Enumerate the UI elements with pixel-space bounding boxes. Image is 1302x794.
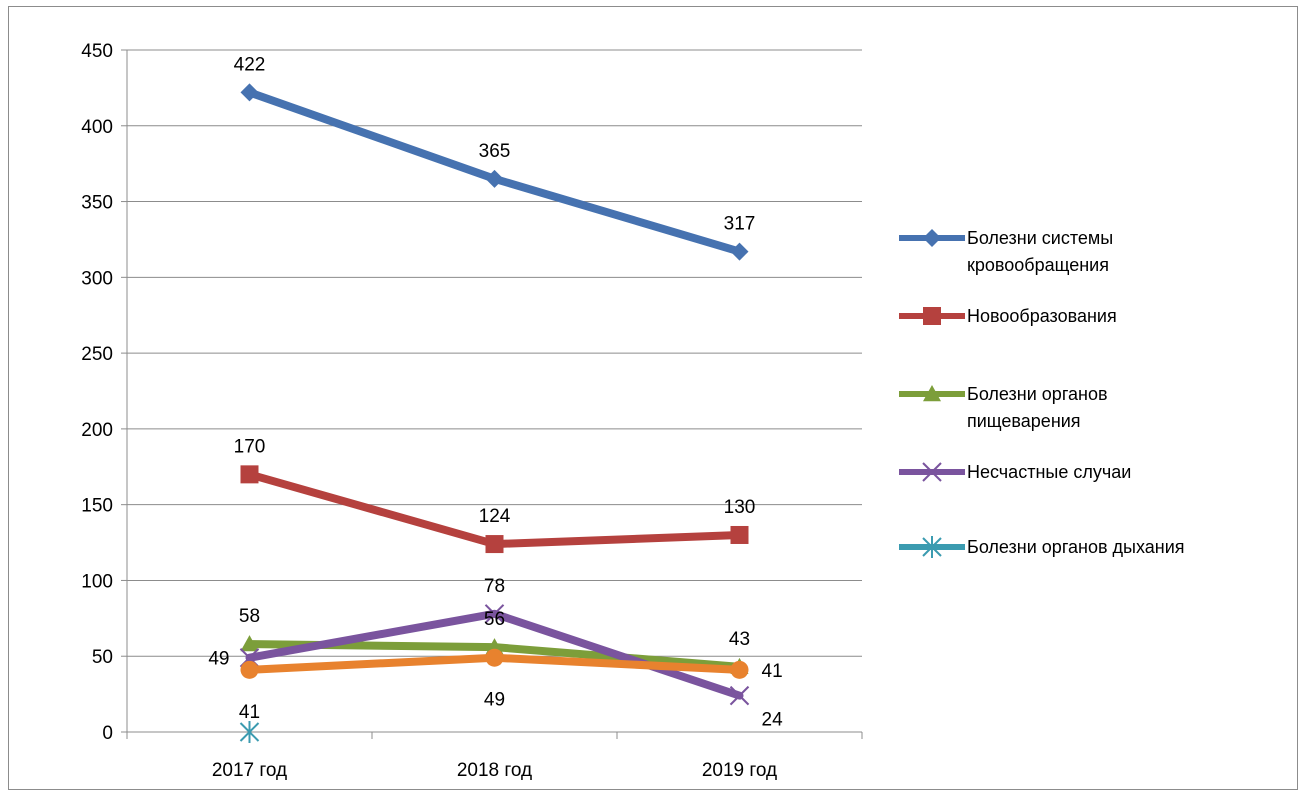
data-point (485, 169, 504, 188)
x-tick-label: 2017 год (212, 760, 287, 781)
chart-frame: 0 50 100 150 200 250 300 350 400 450 2017 год 2018 … (8, 6, 1298, 790)
data-point (729, 685, 750, 706)
y-tick-label: 100 (81, 571, 113, 592)
x-tick-label: 2018 год (457, 760, 532, 781)
data-point (240, 465, 259, 484)
data-point (730, 242, 749, 261)
y-tick-label: 200 (81, 420, 113, 441)
legend-swatch-marker (923, 229, 941, 247)
y-tick-label: 250 (81, 344, 113, 365)
legend-swatch-marker (922, 536, 942, 558)
legend-label: кровообращения (967, 255, 1109, 275)
y-tick-label: 400 (81, 117, 113, 138)
legend-label: Болезни органов дыхания (967, 537, 1185, 557)
legend-swatch-marker (923, 307, 941, 325)
data-point (239, 721, 260, 743)
y-tick-label: 0 (102, 723, 113, 744)
legend-swatch-marker (923, 385, 941, 402)
y-tick-label: 300 (81, 268, 113, 289)
data-label: 58 (239, 606, 260, 627)
legend: Болезни системы кровообращения Новообразов… (899, 228, 1185, 558)
series-lines (239, 83, 750, 743)
data-label: 422 (234, 54, 266, 75)
y-tick-label: 150 (81, 496, 113, 517)
x-tick-label: 2019 год (702, 760, 777, 781)
data-point (240, 660, 259, 679)
data-label: 49 (208, 649, 229, 670)
data-label: 365 (479, 141, 511, 162)
legend-swatch-marker (922, 462, 942, 482)
data-label: 24 (762, 710, 784, 731)
axes: 0 50 100 150 200 250 300 350 400 450 2017 год 2018 … (81, 41, 863, 781)
data-label: 78 (484, 576, 505, 597)
data-label: 170 (234, 436, 266, 457)
data-point (240, 83, 259, 102)
data-point (730, 525, 749, 544)
marker-stroke (922, 462, 942, 482)
marker-stroke (729, 685, 750, 706)
gridlines (127, 49, 862, 657)
data-point (730, 660, 749, 679)
legend-label: Болезни системы (967, 228, 1113, 248)
data-point (485, 535, 504, 554)
data-label: 56 (484, 609, 505, 630)
data-label: 124 (479, 506, 511, 527)
data-label: 41 (239, 702, 260, 723)
data-label: 49 (484, 690, 505, 711)
y-tick-label: 50 (92, 647, 113, 668)
line-chart: 0 50 100 150 200 250 300 350 400 450 2017 год 2018 … (81, 41, 1185, 781)
legend-label: Новообразования (967, 306, 1117, 326)
legend-label: Болезни органов (967, 384, 1108, 404)
legend-label: Несчастные случаи (967, 462, 1131, 482)
data-label: 41 (762, 661, 783, 682)
data-point (484, 604, 505, 624)
y-tick-label: 350 (81, 193, 113, 214)
y-tick-label: 450 (81, 41, 113, 62)
data-label: 43 (729, 629, 750, 650)
data-labels: 422 365 317 170 124 130 58 56 43 49 78 24 41 49 41 (208, 54, 783, 730)
data-label: 317 (724, 214, 756, 235)
legend-label: пищеварения (967, 411, 1081, 431)
data-point (485, 648, 504, 667)
marker-stroke (484, 604, 505, 624)
data-label: 130 (724, 497, 756, 518)
data-point (240, 635, 259, 652)
